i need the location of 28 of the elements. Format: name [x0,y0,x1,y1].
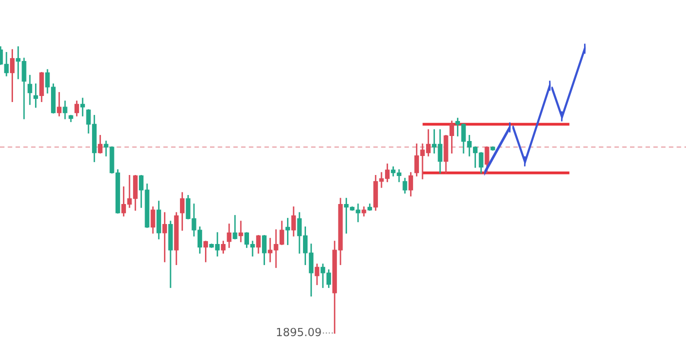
annotation: 1895.09 [276,328,321,336]
candlestick [256,235,261,254]
candlestick [232,215,238,240]
candlestick [203,240,208,262]
candlestick [56,92,62,116]
candlestick [238,220,244,242]
candlestick [291,206,296,236]
candlestick [484,146,490,174]
candlestick [74,100,80,116]
candlestick [80,98,85,116]
candlestick [10,49,15,102]
candlestick [39,72,44,102]
candlestick [62,100,68,120]
candlestick [28,74,32,105]
candlestick [285,218,290,246]
candlestick [98,134,102,154]
candlestick [180,192,185,231]
candlestick [162,212,167,262]
candlestick [314,264,320,286]
candlestick [156,200,162,240]
candlestick [4,52,9,76]
candlestick [226,224,232,248]
candlestick [402,178,408,194]
candlestick [262,235,267,266]
candlestick [150,206,156,234]
candlestick [33,83,38,108]
candlestick [220,240,226,254]
candlestick [408,172,414,196]
